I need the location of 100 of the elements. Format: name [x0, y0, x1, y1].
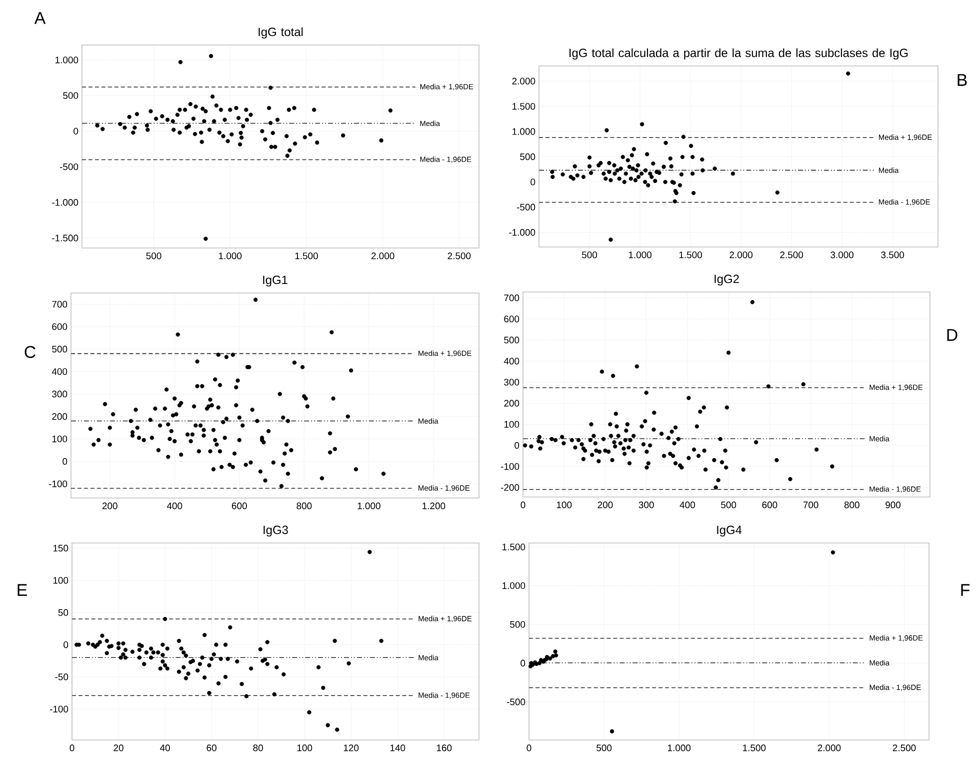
y-tick-label: 500: [52, 346, 68, 352]
y-tick-label: 1.500: [502, 544, 526, 550]
chart-title: IgG total calculada a partir de la suma de las subclases de IgG: [570, 48, 908, 60]
chart-title: IgG2: [714, 274, 739, 286]
x-tick-label: 700: [803, 502, 818, 508]
y-tick-label: 1.000: [502, 582, 526, 590]
y-tick-label: 200: [504, 400, 520, 407]
text: D: [947, 329, 958, 341]
y-tick-label: 100: [52, 436, 68, 442]
chart-title: IgG total: [258, 27, 303, 38]
y-tick-label: 700: [52, 300, 68, 308]
x-tick-label: 1.500: [743, 744, 766, 752]
y-tick-label: 2.000: [512, 78, 536, 84]
x-tick-label: 500: [596, 744, 612, 752]
x-tick-label: 3.500: [881, 252, 904, 258]
y-tick-label: 400: [52, 368, 68, 375]
x-tick-label: 3.000: [830, 252, 854, 258]
y-tick-label: 500: [63, 92, 78, 99]
x-tick-label: 800: [296, 502, 312, 510]
y-tick-label: 1.500: [512, 102, 536, 110]
x-tick-label: 900: [886, 502, 901, 508]
x-tick-label: 1.500: [679, 252, 702, 258]
x-tick-label: 400: [166, 502, 182, 510]
x-tick-label: 160: [436, 744, 452, 752]
x-tick-label: 40: [160, 744, 170, 752]
y-tick-label: 600: [504, 316, 520, 322]
x-tick-label: 200: [102, 502, 118, 510]
x-tick-label: 2.500: [448, 252, 471, 260]
x-tick-label: 300: [638, 502, 654, 508]
x-tick-label: 500: [146, 252, 162, 260]
y-tick-label: 500: [520, 153, 536, 160]
x-tick-label: 1.000: [218, 252, 242, 260]
y-tick-label: 0: [520, 660, 526, 667]
y-tick-label: 300: [52, 390, 68, 398]
x-tick-label: 1.200: [422, 502, 446, 510]
x-tick-label: 1.000: [668, 744, 691, 752]
x-tick-label: 1.500: [295, 252, 318, 260]
x-tick-label: 100: [297, 744, 312, 752]
y-tick-label: 400: [504, 358, 520, 364]
point: [830, 550, 836, 554]
y-tick-label: -100: [500, 463, 520, 470]
y-tick-label: 100: [504, 420, 520, 428]
text: E: [18, 584, 27, 596]
text: A: [34, 12, 46, 24]
y-tick-label: 1.000: [56, 56, 78, 64]
x-tick-label: 1.000: [628, 252, 652, 258]
y-tick-label: 1.000: [512, 128, 536, 135]
x-tick-label: 80: [253, 744, 263, 752]
y-tick-label: 500: [510, 621, 526, 628]
y-tick-label: 0: [514, 442, 520, 449]
y-tick-label: -500: [516, 204, 536, 211]
x-tick-label: 60: [206, 744, 216, 752]
x-tick-label: 140: [390, 744, 406, 752]
y-tick-label: -1.000: [509, 229, 536, 236]
x-tick-label: 600: [762, 502, 778, 508]
y-tick-label: 600: [52, 323, 68, 330]
y-tick-label: -50: [55, 674, 68, 680]
y-tick-label: -1.000: [52, 199, 78, 206]
x-tick-label: 500: [721, 502, 736, 508]
y-tick-label: -200: [500, 484, 520, 491]
x-tick-label: 20: [114, 744, 124, 752]
y-tick-label: 50: [58, 609, 68, 616]
y-tick-label: 150: [53, 544, 68, 552]
point: [553, 649, 558, 654]
x-tick-label: 2.500: [780, 252, 804, 258]
x-tick-label: 2.500: [892, 744, 916, 752]
y-tick-label: -500: [506, 698, 526, 706]
chart-title: IgG1: [263, 276, 288, 287]
y-tick-label: 0: [530, 178, 536, 186]
x-tick-label: 2.000: [818, 744, 841, 752]
y-tick-label: -1.500: [52, 234, 78, 242]
point: [537, 661, 542, 666]
point: [554, 653, 558, 658]
text: B: [958, 74, 967, 86]
x-tick-label: 2.000: [371, 252, 394, 260]
y-tick-label: 0: [62, 458, 68, 465]
x-tick-label: 200: [598, 502, 613, 508]
x-tick-label: 2.000: [730, 252, 752, 258]
x-tick-label: 100: [556, 502, 572, 508]
y-tick-label: 500: [504, 336, 520, 344]
y-tick-label: 0: [74, 128, 78, 135]
chart-title: IgG4: [717, 526, 742, 537]
x-tick-label: 400: [680, 502, 695, 508]
text: F: [961, 584, 970, 596]
x-tick-label: 1.000: [358, 502, 380, 510]
x-tick-label: 800: [844, 502, 860, 508]
y-tick-label: 100: [53, 576, 68, 584]
text: C: [24, 346, 36, 358]
y-tick-label: -500: [60, 163, 78, 170]
x-tick-label: 120: [344, 744, 359, 752]
y-tick-label: 300: [504, 378, 520, 386]
point: [548, 656, 552, 661]
point: [550, 654, 556, 658]
x-tick-label: 600: [232, 502, 247, 510]
point: [610, 729, 614, 734]
chart-title: IgG3: [264, 526, 288, 536]
y-tick-label: 200: [52, 413, 68, 420]
y-tick-label: -100: [50, 706, 68, 712]
y-tick-label: 0: [64, 641, 68, 648]
y-tick-label: 700: [504, 294, 520, 302]
